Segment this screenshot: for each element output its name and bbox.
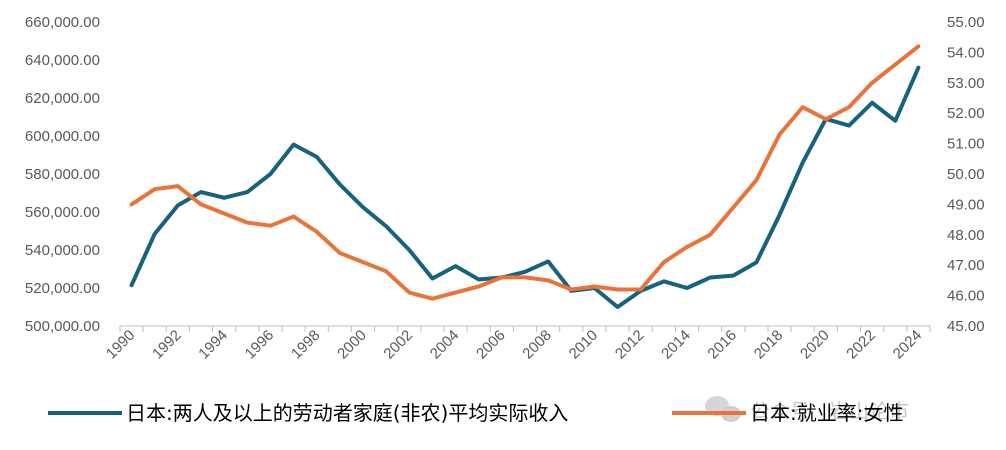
legend: 日本:两人及以上的劳动者家庭(非农)平均实际收入 日本:就业率:女性: [48, 401, 903, 425]
right-axis-tick-label: 55.00: [947, 14, 985, 31]
series-line-female-employment: [129, 44, 921, 301]
right-axis-tick-label: 51.00: [947, 136, 985, 153]
x-axis-tick-label: 1998: [288, 327, 324, 363]
right-axis-tick-label: 53.00: [947, 75, 985, 92]
left-axis-tick-label: 520,000.00: [25, 280, 100, 297]
legend-label-income: 日本:两人及以上的劳动者家庭(非农)平均实际收入: [126, 401, 568, 425]
x-axis-tick-label: 1992: [149, 327, 185, 363]
watermark-text: 公众号 · 岩山论市: [750, 399, 909, 423]
wechat-icon: [705, 396, 741, 422]
right-axis-tick-label: 50.00: [947, 166, 985, 183]
x-axis-tick-label: 2014: [658, 327, 694, 363]
x-axis-tick-label: 1990: [103, 327, 139, 363]
series-lines: [129, 44, 921, 309]
right-axis-tick-label: 45.00: [947, 318, 985, 335]
x-axis-tick-label: 2000: [334, 327, 370, 363]
right-axis-tick-label: 52.00: [947, 105, 985, 122]
series-line-income: [129, 65, 921, 309]
x-axis-tick-label: 2024: [890, 327, 926, 363]
left-axis-tick-label: 500,000.00: [25, 318, 100, 335]
x-axis-tick-marks: [119, 326, 931, 332]
left-axis-tick-label: 560,000.00: [25, 204, 100, 221]
right-axis-tick-labels: 45.00 46.00 47.00 48.00 49.00 50.00 51.00 52.00…: [947, 14, 985, 335]
legend-label-employment: 日本:就业率:女性: [750, 401, 903, 425]
x-axis-tick-label: 2002: [380, 327, 416, 363]
x-axis-tick-label: 2004: [427, 327, 463, 363]
right-axis-tick-label: 47.00: [947, 257, 985, 274]
left-axis-tick-label: 580,000.00: [25, 166, 100, 183]
left-axis-tick-label: 620,000.00: [25, 90, 100, 107]
left-axis-tick-labels: 500,000.00 520,000.00 540,000.00 560,000.00…: [25, 14, 100, 335]
left-axis-tick-label: 660,000.00: [25, 14, 100, 31]
x-axis-tick-label: 2010: [566, 327, 602, 363]
right-axis-tick-label: 54.00: [947, 44, 985, 61]
x-axis-tick-label: 2018: [751, 327, 787, 363]
x-axis-tick-label: 2008: [519, 327, 555, 363]
right-axis-tick-label: 48.00: [947, 227, 985, 244]
x-axis-tick-label: 2006: [473, 327, 509, 363]
x-axis-tick-label: 1996: [242, 327, 278, 363]
left-axis-tick-label: 640,000.00: [25, 52, 100, 69]
left-axis-tick-label: 540,000.00: [25, 242, 100, 259]
x-axis-tick-labels: 1990 1992 1994 1996 1998 2000 2002 2004 2006 2008…: [103, 327, 925, 363]
x-axis-tick-label: 2022: [843, 327, 879, 363]
x-axis-tick-label: 2012: [612, 327, 648, 363]
right-axis-tick-label: 46.00: [947, 288, 985, 305]
right-axis-tick-label: 49.00: [947, 196, 985, 213]
left-axis-tick-label: 600,000.00: [25, 128, 100, 145]
x-axis-tick-label: 2020: [797, 327, 833, 363]
x-axis-tick-label: 1994: [195, 327, 231, 363]
x-axis-tick-label: 2016: [704, 327, 740, 363]
